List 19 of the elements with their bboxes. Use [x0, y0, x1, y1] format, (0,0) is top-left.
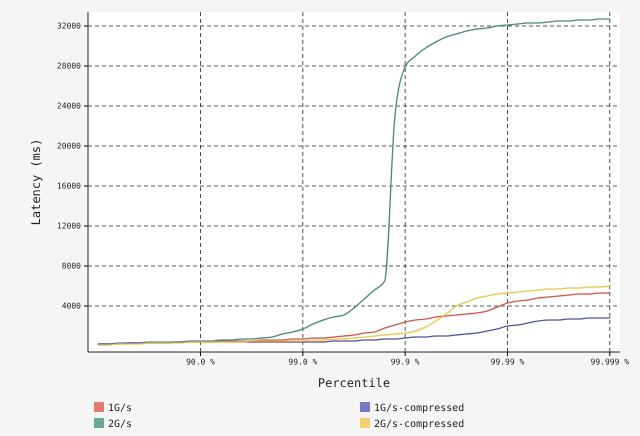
- x-tick-label: 90.0 %: [186, 358, 216, 367]
- x-tick-label: 99.999 %: [590, 358, 630, 367]
- y-tick-label: 4000: [62, 302, 82, 311]
- y-axis-title: Latency (ms): [29, 138, 43, 226]
- legend-label: 1G/s: [108, 403, 132, 414]
- y-tick-label: 28000: [56, 62, 82, 71]
- legend-label: 2G/s-compressed: [374, 419, 464, 430]
- x-tick-label: 99.0 %: [288, 358, 318, 367]
- y-tick-label: 32000: [56, 22, 82, 31]
- y-tick-label: 24000: [56, 102, 82, 111]
- x-tick-label: 99.9 %: [390, 358, 420, 367]
- y-tick-label: 16000: [56, 182, 82, 191]
- x-axis-title: Percentile: [318, 376, 390, 390]
- y-tick-label: 20000: [56, 142, 82, 151]
- legend-label: 1G/s-compressed: [374, 403, 464, 414]
- legend-label: 2G/s: [108, 419, 132, 430]
- x-tick-label: 99.99 %: [490, 358, 524, 367]
- y-tick-label: 12000: [56, 222, 82, 231]
- y-tick-label: 8000: [62, 262, 82, 271]
